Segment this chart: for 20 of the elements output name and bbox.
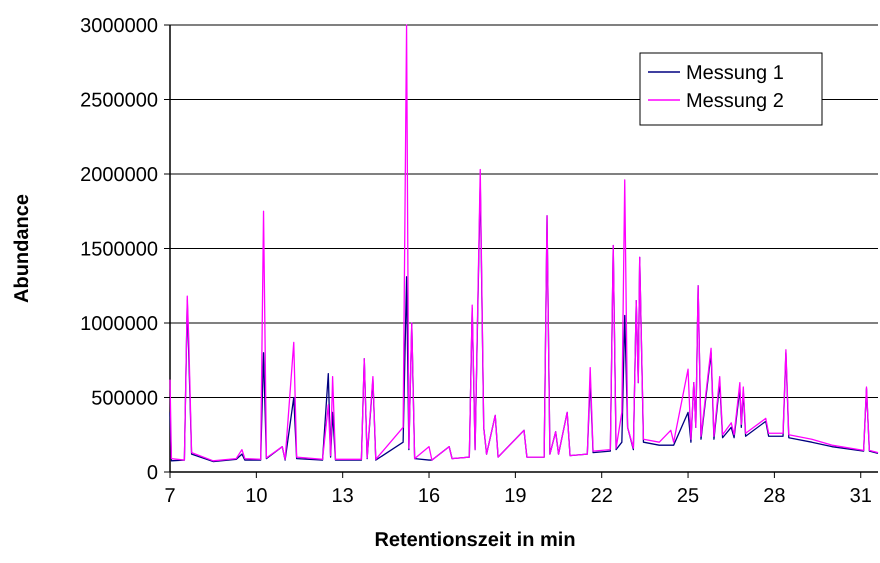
x-tick-label: 13 [332, 485, 354, 507]
x-tick-label: 7 [164, 485, 176, 507]
x-tick-label: 16 [418, 485, 440, 507]
y-tick-label: 3000000 [80, 15, 158, 37]
x-tick-label: 31 [850, 485, 872, 507]
x-tick-label: 10 [245, 485, 268, 507]
x-tick-label: 19 [504, 485, 526, 507]
y-tick-label: 0 [146, 462, 158, 484]
y-tick-label: 500000 [91, 388, 158, 410]
legend-label: Messung 1 [686, 62, 784, 84]
y-tick-label: 1000000 [80, 313, 158, 335]
x-tick-label: 25 [676, 485, 700, 507]
x-axis-title: Retentionszeit in min [374, 529, 576, 551]
x-tick-label: 28 [763, 485, 786, 507]
legend-label: Messung 2 [686, 90, 784, 112]
y-tick-label: 2000000 [80, 164, 158, 186]
x-tick-label: 22 [590, 485, 613, 507]
y-axis-title: Abundance [11, 194, 33, 303]
y-tick-label: 2500000 [80, 90, 158, 112]
y-tick-label: 1500000 [80, 238, 158, 260]
